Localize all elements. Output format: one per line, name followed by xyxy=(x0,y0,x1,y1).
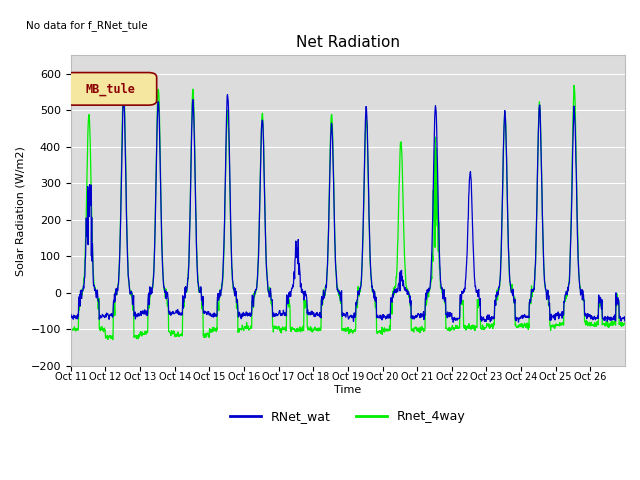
Line: Rnet_4way: Rnet_4way xyxy=(71,84,625,339)
RNet_wat xyxy=(333,286,341,291)
Rnet_4way xyxy=(109,336,116,342)
FancyBboxPatch shape xyxy=(65,72,157,105)
Rnet_4way xyxy=(614,297,622,302)
Rnet_4way xyxy=(120,81,127,87)
RNet_wat xyxy=(323,269,331,275)
RNet_wat xyxy=(614,297,622,303)
RNet_wat xyxy=(154,111,161,117)
Rnet_4way xyxy=(67,327,75,333)
RNet_wat xyxy=(449,319,457,325)
Rnet_4way xyxy=(324,263,332,268)
RNet_wat xyxy=(223,92,231,97)
X-axis label: Time: Time xyxy=(334,385,362,395)
Rnet_4way xyxy=(621,320,629,326)
Text: No data for f_RNet_tule: No data for f_RNet_tule xyxy=(26,20,148,31)
Rnet_4way xyxy=(479,323,487,329)
RNet_wat xyxy=(561,300,568,305)
Y-axis label: Solar Radiation (W/m2): Solar Radiation (W/m2) xyxy=(15,146,25,276)
Rnet_4way xyxy=(154,86,162,92)
Rnet_4way xyxy=(561,298,568,304)
Rnet_4way xyxy=(334,288,342,293)
Text: MB_tule: MB_tule xyxy=(86,83,136,96)
RNet_wat xyxy=(479,314,487,320)
RNet_wat xyxy=(621,314,629,320)
Legend: RNet_wat, Rnet_4way: RNet_wat, Rnet_4way xyxy=(225,405,471,428)
Line: RNet_wat: RNet_wat xyxy=(71,95,625,322)
RNet_wat xyxy=(67,311,75,317)
Title: Net Radiation: Net Radiation xyxy=(296,35,400,50)
